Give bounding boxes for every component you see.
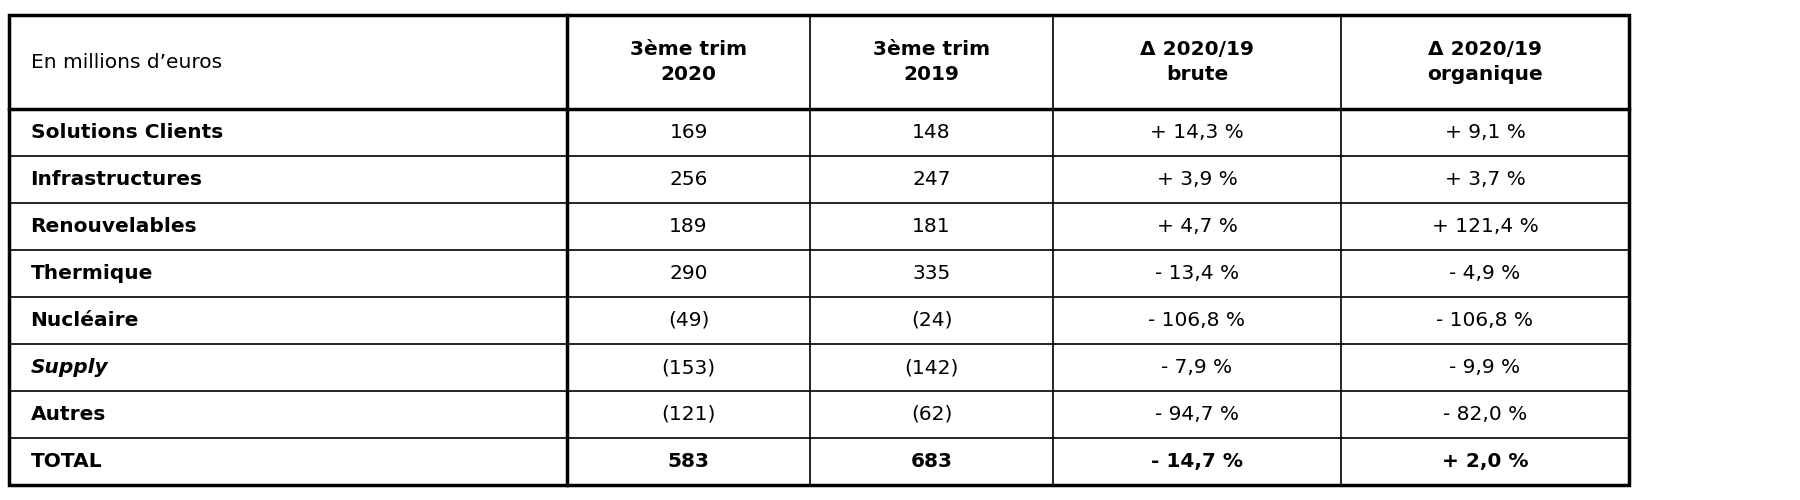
Text: Solutions Clients: Solutions Clients	[31, 123, 223, 142]
Text: (62): (62)	[911, 405, 952, 424]
Text: Δ 2020/19
brute: Δ 2020/19 brute	[1139, 40, 1255, 84]
Text: (153): (153)	[661, 358, 716, 377]
Text: 683: 683	[911, 452, 952, 471]
Text: Δ 2020/19
organique: Δ 2020/19 organique	[1427, 40, 1543, 84]
Text: - 9,9 %: - 9,9 %	[1449, 358, 1521, 377]
Text: (24): (24)	[911, 311, 952, 330]
Text: 290: 290	[670, 264, 707, 283]
Text: - 7,9 %: - 7,9 %	[1161, 358, 1233, 377]
Text: + 14,3 %: + 14,3 %	[1150, 123, 1244, 142]
Text: + 3,9 %: + 3,9 %	[1157, 170, 1237, 189]
Text: - 13,4 %: - 13,4 %	[1156, 264, 1238, 283]
Text: Nucléaire: Nucléaire	[31, 311, 139, 330]
Text: Renouvelables: Renouvelables	[31, 217, 198, 236]
Text: - 106,8 %: - 106,8 %	[1436, 311, 1534, 330]
Text: - 82,0 %: - 82,0 %	[1444, 405, 1526, 424]
Text: (121): (121)	[661, 405, 716, 424]
Text: 583: 583	[668, 452, 709, 471]
Text: (49): (49)	[668, 311, 709, 330]
Text: + 4,7 %: + 4,7 %	[1157, 217, 1237, 236]
Text: - 4,9 %: - 4,9 %	[1449, 264, 1521, 283]
Text: - 106,8 %: - 106,8 %	[1148, 311, 1246, 330]
Text: TOTAL: TOTAL	[31, 452, 103, 471]
Text: 3ème trim
2020: 3ème trim 2020	[630, 40, 747, 84]
Text: 189: 189	[670, 217, 707, 236]
Text: 247: 247	[913, 170, 950, 189]
Text: Infrastructures: Infrastructures	[31, 170, 203, 189]
Text: Supply: Supply	[31, 358, 108, 377]
Text: 3ème trim
2019: 3ème trim 2019	[873, 40, 990, 84]
Text: - 94,7 %: - 94,7 %	[1156, 405, 1238, 424]
Text: Thermique: Thermique	[31, 264, 153, 283]
Text: 335: 335	[913, 264, 950, 283]
Text: 148: 148	[913, 123, 950, 142]
Text: 256: 256	[670, 170, 707, 189]
Text: + 9,1 %: + 9,1 %	[1445, 123, 1525, 142]
Text: 169: 169	[670, 123, 707, 142]
Text: (142): (142)	[904, 358, 959, 377]
Text: En millions d’euros: En millions d’euros	[31, 52, 221, 72]
Text: + 121,4 %: + 121,4 %	[1431, 217, 1539, 236]
Text: + 3,7 %: + 3,7 %	[1445, 170, 1525, 189]
Text: 181: 181	[913, 217, 950, 236]
Text: - 14,7 %: - 14,7 %	[1150, 452, 1244, 471]
Text: + 2,0 %: + 2,0 %	[1442, 452, 1528, 471]
Text: Autres: Autres	[31, 405, 106, 424]
